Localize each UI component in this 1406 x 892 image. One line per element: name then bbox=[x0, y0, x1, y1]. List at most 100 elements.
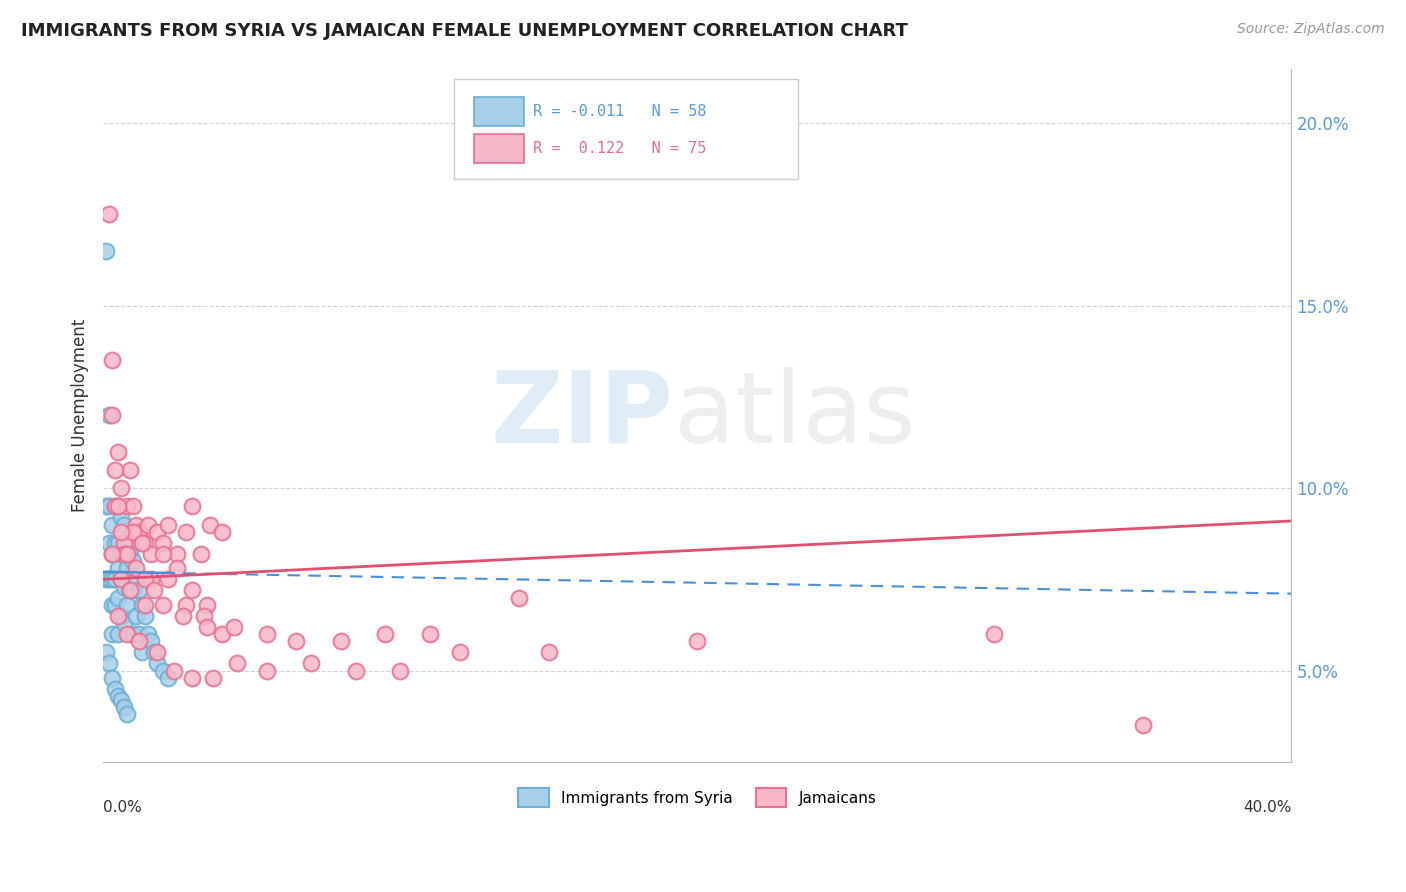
Point bbox=[115, 536, 138, 550]
Point bbox=[211, 524, 233, 539]
Point bbox=[110, 481, 132, 495]
Point bbox=[181, 500, 204, 514]
Point bbox=[112, 580, 135, 594]
Point bbox=[181, 671, 204, 685]
Point bbox=[107, 500, 129, 514]
Point bbox=[115, 598, 138, 612]
Legend: Immigrants from Syria, Jamaicans: Immigrants from Syria, Jamaicans bbox=[512, 782, 883, 814]
Point bbox=[983, 627, 1005, 641]
Point bbox=[128, 583, 150, 598]
Point bbox=[152, 598, 174, 612]
Text: R = -0.011   N = 58: R = -0.011 N = 58 bbox=[533, 104, 707, 119]
Point bbox=[104, 536, 127, 550]
Point bbox=[131, 645, 153, 659]
Point bbox=[134, 608, 156, 623]
Point bbox=[94, 645, 117, 659]
Text: 0.0%: 0.0% bbox=[103, 800, 142, 815]
Point bbox=[145, 524, 167, 539]
Point bbox=[121, 524, 143, 539]
Point bbox=[98, 572, 121, 586]
Point bbox=[1132, 718, 1154, 732]
Point bbox=[110, 608, 132, 623]
Point bbox=[166, 561, 188, 575]
Point bbox=[101, 627, 124, 641]
Point bbox=[98, 408, 121, 422]
Point bbox=[145, 645, 167, 659]
Point bbox=[104, 681, 127, 696]
Point bbox=[107, 444, 129, 458]
Point bbox=[110, 572, 132, 586]
Point bbox=[125, 561, 148, 575]
Point bbox=[98, 207, 121, 221]
Point bbox=[152, 547, 174, 561]
Point bbox=[107, 561, 129, 575]
Point bbox=[508, 591, 530, 605]
Point bbox=[176, 598, 198, 612]
Point bbox=[101, 353, 124, 368]
Text: ZIP: ZIP bbox=[491, 367, 673, 464]
Point bbox=[299, 657, 322, 671]
Point bbox=[94, 500, 117, 514]
Point bbox=[128, 634, 150, 648]
Point bbox=[101, 547, 124, 561]
Point bbox=[118, 547, 141, 561]
Point bbox=[136, 627, 159, 641]
Point bbox=[134, 536, 156, 550]
Point bbox=[537, 645, 560, 659]
Point bbox=[285, 634, 308, 648]
Point bbox=[101, 598, 124, 612]
Point bbox=[172, 608, 194, 623]
Point bbox=[98, 500, 121, 514]
Point bbox=[190, 547, 212, 561]
Point bbox=[110, 572, 132, 586]
Point bbox=[139, 547, 162, 561]
Point bbox=[112, 536, 135, 550]
Point bbox=[139, 634, 162, 648]
Point bbox=[128, 524, 150, 539]
Point bbox=[110, 510, 132, 524]
Point bbox=[134, 598, 156, 612]
Point bbox=[136, 517, 159, 532]
Point bbox=[101, 408, 124, 422]
Point bbox=[101, 572, 124, 586]
Point bbox=[344, 664, 367, 678]
Point bbox=[115, 561, 138, 575]
Point bbox=[104, 463, 127, 477]
Point bbox=[134, 572, 156, 586]
Point bbox=[98, 657, 121, 671]
Point bbox=[121, 554, 143, 568]
Point bbox=[686, 634, 709, 648]
Point bbox=[107, 591, 129, 605]
Point bbox=[389, 664, 412, 678]
Point bbox=[142, 583, 165, 598]
Point bbox=[142, 645, 165, 659]
Point bbox=[195, 598, 218, 612]
Point bbox=[101, 547, 124, 561]
FancyBboxPatch shape bbox=[474, 135, 524, 163]
Point bbox=[112, 700, 135, 714]
Point bbox=[118, 583, 141, 598]
FancyBboxPatch shape bbox=[454, 78, 799, 179]
Point bbox=[107, 627, 129, 641]
Point bbox=[101, 671, 124, 685]
Point bbox=[176, 524, 198, 539]
Point bbox=[104, 572, 127, 586]
Point bbox=[193, 608, 215, 623]
Point bbox=[181, 583, 204, 598]
Point bbox=[94, 572, 117, 586]
Point bbox=[94, 244, 117, 258]
Point bbox=[449, 645, 471, 659]
Point bbox=[110, 692, 132, 706]
Point bbox=[112, 547, 135, 561]
Point bbox=[131, 536, 153, 550]
Point bbox=[139, 572, 162, 586]
Point bbox=[112, 616, 135, 631]
FancyBboxPatch shape bbox=[474, 97, 524, 126]
Point bbox=[121, 583, 143, 598]
Point bbox=[115, 627, 138, 641]
Point bbox=[256, 664, 278, 678]
Point bbox=[163, 664, 186, 678]
Point bbox=[195, 620, 218, 634]
Point bbox=[115, 547, 138, 561]
Text: atlas: atlas bbox=[673, 367, 915, 464]
